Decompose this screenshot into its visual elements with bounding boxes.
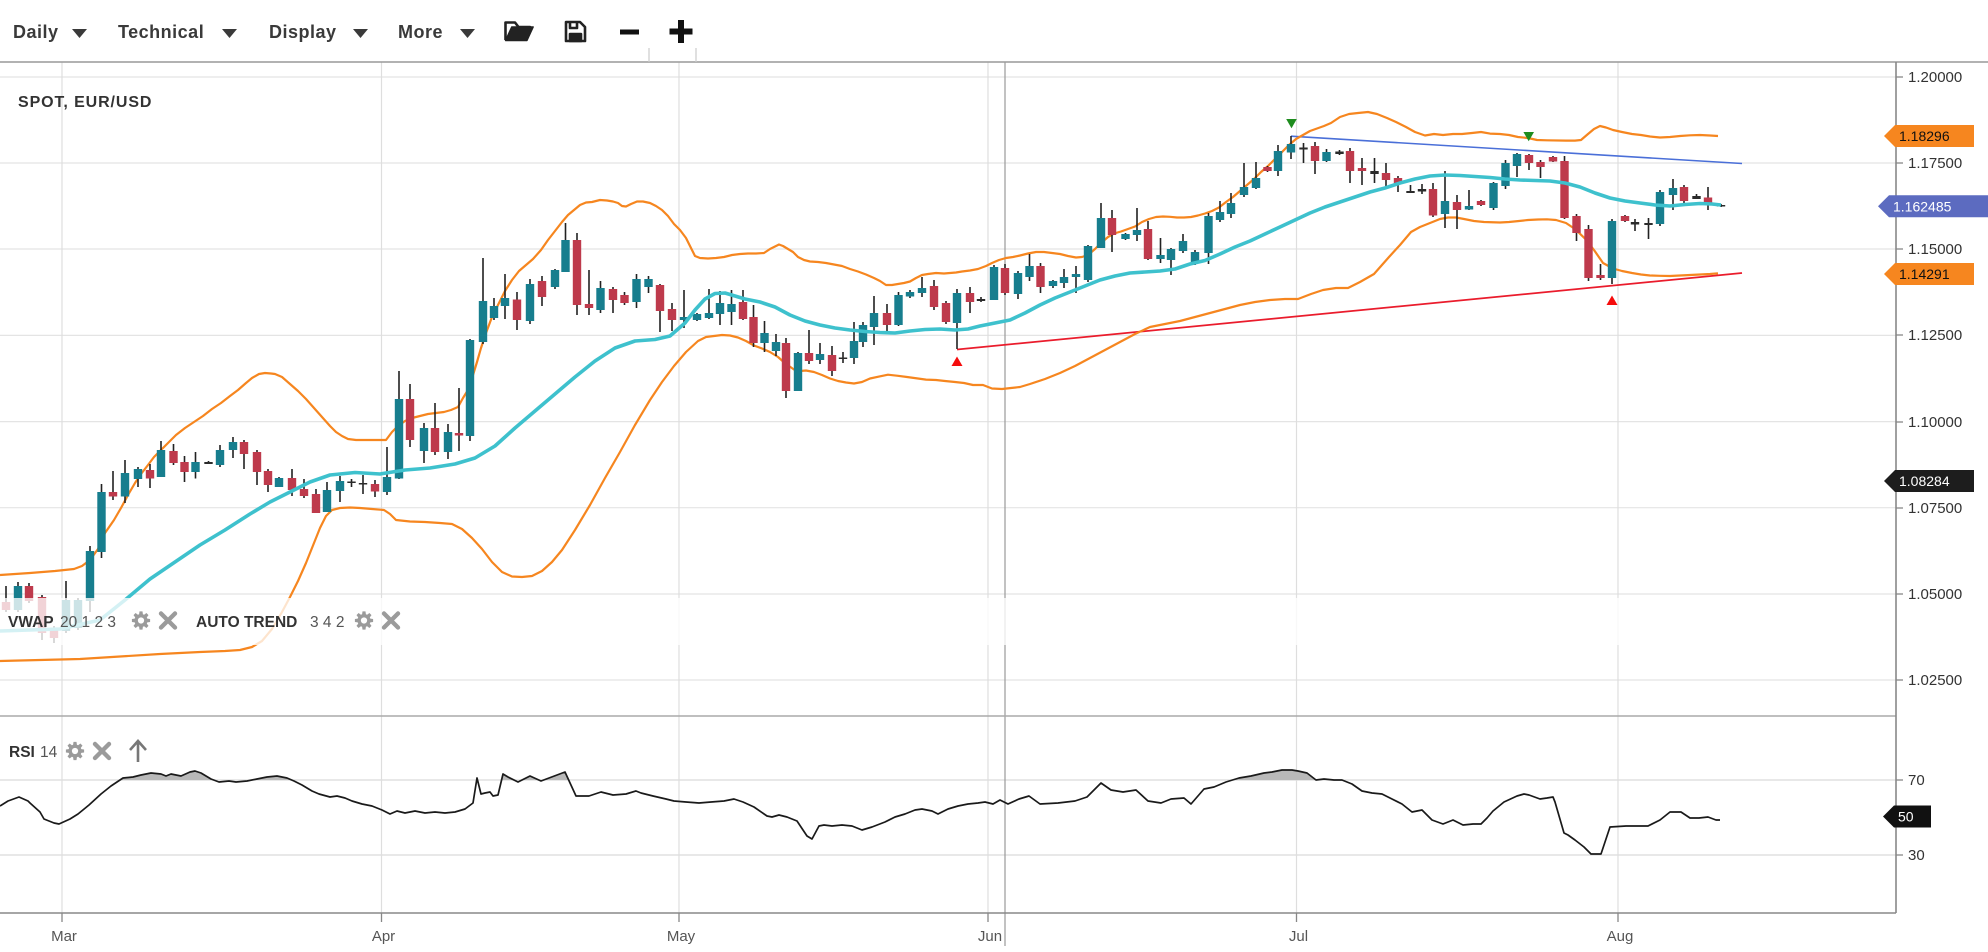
svg-text:1.08284: 1.08284 (1899, 473, 1950, 489)
svg-text:RSI: RSI (9, 744, 35, 761)
svg-text:Jun: Jun (978, 928, 1002, 945)
svg-text:1.20000: 1.20000 (1908, 69, 1962, 86)
svg-text:Display: Display (269, 22, 337, 42)
svg-text:More: More (398, 22, 443, 42)
svg-text:AUTO TREND: AUTO TREND (196, 614, 297, 631)
svg-text:May: May (667, 928, 696, 945)
svg-text:14: 14 (40, 744, 58, 761)
svg-text:Daily: Daily (13, 22, 59, 42)
svg-text:1.15000: 1.15000 (1908, 241, 1962, 258)
svg-text:1.07500: 1.07500 (1908, 500, 1962, 517)
svg-text:50: 50 (1898, 809, 1914, 825)
svg-text:VWAP: VWAP (8, 614, 54, 631)
svg-text:30: 30 (1908, 847, 1925, 864)
svg-text:1.18296: 1.18296 (1899, 128, 1950, 144)
svg-text:SPOT, EUR/USD: SPOT, EUR/USD (18, 94, 152, 111)
svg-text:Technical: Technical (118, 22, 204, 42)
svg-text:1.17500: 1.17500 (1908, 155, 1962, 172)
svg-text:Apr: Apr (372, 928, 395, 945)
svg-text:Mar: Mar (51, 928, 77, 945)
svg-text:1.12500: 1.12500 (1908, 327, 1962, 344)
svg-text:70: 70 (1908, 772, 1925, 789)
svg-text:1.14291: 1.14291 (1899, 266, 1950, 282)
svg-text:1.10000: 1.10000 (1908, 414, 1962, 431)
svg-text:1.162485: 1.162485 (1893, 198, 1952, 214)
svg-text:1.02500: 1.02500 (1908, 672, 1962, 689)
svg-text:20 1 2 3: 20 1 2 3 (60, 614, 116, 631)
svg-text:Jul: Jul (1289, 928, 1308, 945)
svg-text:1.05000: 1.05000 (1908, 586, 1962, 603)
svg-text:3 4 2: 3 4 2 (310, 614, 344, 631)
svg-text:Aug: Aug (1607, 928, 1634, 945)
